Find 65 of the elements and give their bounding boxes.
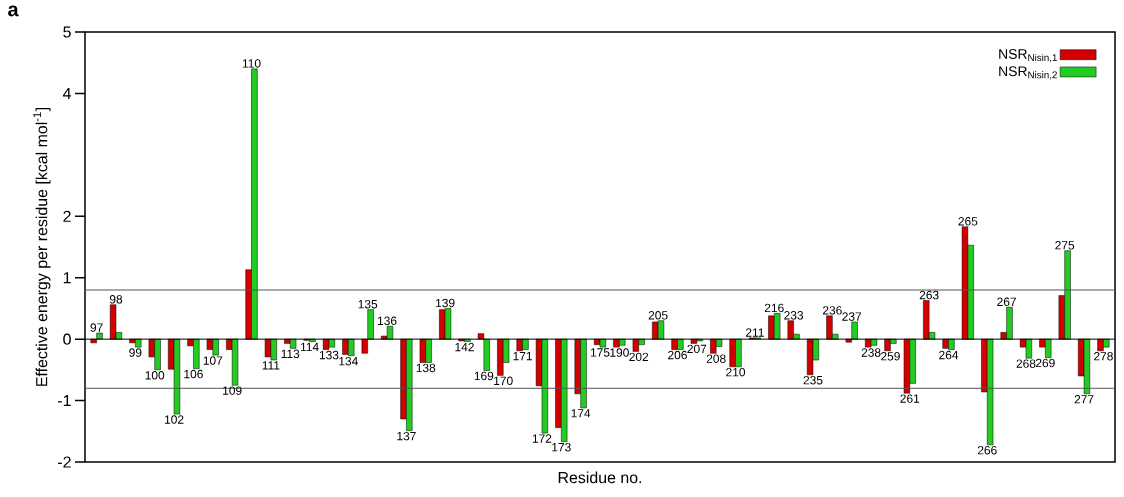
x-tick-label: 106 xyxy=(184,369,203,379)
x-tick-label: 133 xyxy=(319,350,339,360)
x-tick-label: 171 xyxy=(513,352,532,361)
x-tick-label: 169 xyxy=(474,371,494,381)
x-tick-label: 109 xyxy=(223,386,242,395)
x-tick-label: 206 xyxy=(668,350,687,360)
x-tick-label: 237 xyxy=(842,312,862,321)
x-tick-label: 265 xyxy=(958,217,978,226)
y-tick-label: -1 xyxy=(58,395,71,407)
x-tick-label: 136 xyxy=(377,316,397,326)
x-tick-label: 275 xyxy=(1055,241,1075,250)
y-tick-label: -2 xyxy=(58,456,71,468)
x-tick-label: 111 xyxy=(262,361,280,370)
x-tick-label: 110 xyxy=(242,59,261,68)
x-tick-label: 137 xyxy=(397,431,416,441)
x-tick-label: 98 xyxy=(109,295,123,304)
x-axis-title: Residue no. xyxy=(558,471,642,484)
x-tick-label: 142 xyxy=(455,342,474,352)
x-tick-label: 170 xyxy=(494,376,513,386)
chart-title: a xyxy=(8,5,19,17)
x-tick-label: 139 xyxy=(436,298,455,308)
x-tick-label: 172 xyxy=(532,434,552,443)
y-axis-title: Effective energy per residue [kcal mol$^{-1}$] xyxy=(33,107,51,386)
x-tick-label: 259 xyxy=(881,352,900,361)
x-tick-label: 205 xyxy=(648,311,668,320)
x-tick-label: 134 xyxy=(339,356,358,366)
x-tick-label: 107 xyxy=(203,356,223,365)
y-tick-label: 4 xyxy=(62,87,72,99)
x-tick-label: 138 xyxy=(416,363,436,373)
legend-label: NSR$_{Nisin,2}$ xyxy=(999,66,1057,80)
x-tick-label: 175 xyxy=(590,348,610,357)
y-tick-label: 5 xyxy=(63,26,71,38)
x-tick-label: 277 xyxy=(1074,395,1094,404)
x-tick-label: 235 xyxy=(803,375,823,385)
legend-label: NSR$_{Nisin,1}$ xyxy=(999,49,1057,63)
x-tick-label: 135 xyxy=(358,300,378,309)
x-tick-label: 102 xyxy=(165,415,184,424)
x-tick-label: 267 xyxy=(997,297,1016,306)
x-tick-label: 264 xyxy=(939,350,959,360)
y-tick-label: 2 xyxy=(63,210,71,222)
x-tick-label: 100 xyxy=(145,371,165,380)
x-tick-label: 263 xyxy=(919,290,939,300)
x-tick-label: 113 xyxy=(281,349,300,359)
x-tick-label: 114 xyxy=(300,342,319,352)
x-tick-label: 190 xyxy=(610,348,629,357)
x-tick-label: 97 xyxy=(90,323,103,332)
x-tick-label: 211 xyxy=(745,328,764,337)
x-tick-label: 266 xyxy=(977,446,997,455)
x-tick-label: 210 xyxy=(726,367,746,377)
y-tick-label: 0 xyxy=(63,333,71,345)
x-tick-label: 207 xyxy=(687,344,707,354)
x-tick-label: 233 xyxy=(784,311,804,320)
x-tick-label: 174 xyxy=(571,409,591,418)
x-tick-label: 261 xyxy=(900,394,920,403)
x-tick-label: 202 xyxy=(629,352,649,362)
x-tick-label: 269 xyxy=(1035,358,1055,368)
x-tick-label: 278 xyxy=(1094,352,1113,361)
x-tick-label: 238 xyxy=(861,348,881,357)
x-tick-label: 216 xyxy=(764,303,784,313)
x-tick-label: 268 xyxy=(1016,359,1036,368)
y-tick-label: 1 xyxy=(63,272,71,284)
x-tick-label: 99 xyxy=(129,348,142,357)
x-tick-label: 208 xyxy=(706,354,726,363)
x-tick-label: 173 xyxy=(552,442,571,452)
x-tick-label: 236 xyxy=(822,306,842,315)
